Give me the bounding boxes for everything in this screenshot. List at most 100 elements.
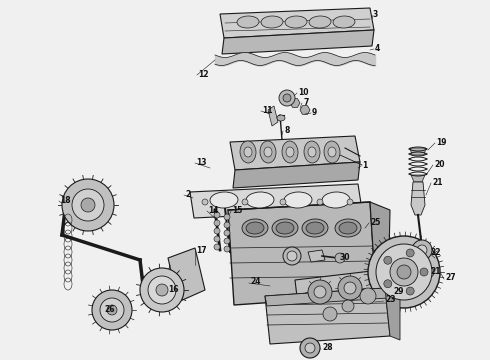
Text: 1: 1 xyxy=(362,161,367,170)
Circle shape xyxy=(280,199,286,205)
Circle shape xyxy=(214,220,220,226)
Ellipse shape xyxy=(237,16,259,28)
Circle shape xyxy=(420,268,428,276)
Polygon shape xyxy=(300,106,310,114)
Polygon shape xyxy=(265,288,388,306)
Text: 17: 17 xyxy=(196,246,207,255)
Ellipse shape xyxy=(328,147,336,157)
Ellipse shape xyxy=(272,219,298,237)
Ellipse shape xyxy=(242,219,268,237)
Ellipse shape xyxy=(277,115,285,121)
Circle shape xyxy=(100,298,124,322)
Circle shape xyxy=(287,251,297,261)
Polygon shape xyxy=(233,162,360,188)
Text: 7: 7 xyxy=(303,98,308,107)
Text: 13: 13 xyxy=(196,158,206,166)
Ellipse shape xyxy=(308,147,316,157)
Circle shape xyxy=(300,338,320,358)
Ellipse shape xyxy=(333,16,355,28)
Circle shape xyxy=(214,236,220,242)
Text: 30: 30 xyxy=(340,253,350,262)
Ellipse shape xyxy=(246,192,274,208)
Text: 3: 3 xyxy=(373,9,378,18)
Polygon shape xyxy=(385,288,400,340)
Circle shape xyxy=(397,265,411,279)
Polygon shape xyxy=(410,148,426,155)
Text: 14: 14 xyxy=(208,206,219,215)
Polygon shape xyxy=(290,99,300,107)
Text: 20: 20 xyxy=(434,159,444,168)
Circle shape xyxy=(224,214,230,220)
Circle shape xyxy=(305,343,315,353)
Text: 21: 21 xyxy=(430,267,441,276)
Text: 22: 22 xyxy=(430,248,441,257)
Circle shape xyxy=(202,199,208,205)
Polygon shape xyxy=(230,136,360,170)
Circle shape xyxy=(156,284,168,296)
Text: 11: 11 xyxy=(262,105,272,114)
Ellipse shape xyxy=(322,192,350,208)
Polygon shape xyxy=(168,248,205,302)
Ellipse shape xyxy=(339,222,357,234)
Circle shape xyxy=(62,179,114,231)
Ellipse shape xyxy=(276,222,294,234)
Text: 23: 23 xyxy=(385,296,395,305)
Circle shape xyxy=(360,288,376,304)
Text: 29: 29 xyxy=(393,288,403,297)
Circle shape xyxy=(390,258,418,286)
Polygon shape xyxy=(222,30,374,54)
Circle shape xyxy=(308,280,332,304)
Circle shape xyxy=(224,222,230,228)
Circle shape xyxy=(279,90,295,106)
Ellipse shape xyxy=(210,192,238,208)
Ellipse shape xyxy=(304,141,320,163)
Text: 15: 15 xyxy=(232,206,243,215)
Circle shape xyxy=(406,249,414,257)
Circle shape xyxy=(323,307,337,321)
Circle shape xyxy=(107,305,117,315)
Circle shape xyxy=(224,238,230,244)
Ellipse shape xyxy=(240,141,256,163)
Polygon shape xyxy=(370,202,390,300)
Polygon shape xyxy=(228,202,376,305)
Text: 25: 25 xyxy=(370,217,380,226)
Text: 24: 24 xyxy=(250,278,261,287)
Text: 2: 2 xyxy=(185,189,190,198)
Circle shape xyxy=(417,245,427,255)
Circle shape xyxy=(214,244,220,250)
Circle shape xyxy=(344,282,356,294)
Text: 28: 28 xyxy=(322,343,333,352)
Ellipse shape xyxy=(261,16,283,28)
Ellipse shape xyxy=(282,141,298,163)
Circle shape xyxy=(347,199,353,205)
Circle shape xyxy=(335,253,345,263)
Text: 21: 21 xyxy=(432,177,442,186)
Circle shape xyxy=(283,247,301,265)
Text: 9: 9 xyxy=(312,108,317,117)
Circle shape xyxy=(242,199,248,205)
Ellipse shape xyxy=(309,16,331,28)
Ellipse shape xyxy=(286,147,294,157)
Text: 27: 27 xyxy=(445,274,456,283)
Circle shape xyxy=(81,198,95,212)
Polygon shape xyxy=(190,184,362,218)
Ellipse shape xyxy=(335,219,361,237)
Text: 10: 10 xyxy=(298,87,309,96)
Circle shape xyxy=(368,236,440,308)
Circle shape xyxy=(92,290,132,330)
Polygon shape xyxy=(268,106,278,126)
Polygon shape xyxy=(295,270,385,322)
Circle shape xyxy=(72,189,104,221)
Ellipse shape xyxy=(306,222,324,234)
Circle shape xyxy=(224,246,230,252)
Polygon shape xyxy=(308,250,325,262)
Circle shape xyxy=(338,276,362,300)
Circle shape xyxy=(406,287,414,295)
Polygon shape xyxy=(265,288,390,344)
Ellipse shape xyxy=(244,147,252,157)
Text: 16: 16 xyxy=(168,285,178,294)
Text: 26: 26 xyxy=(104,306,115,315)
Circle shape xyxy=(384,280,392,288)
Text: 19: 19 xyxy=(436,138,446,147)
Circle shape xyxy=(214,212,220,218)
